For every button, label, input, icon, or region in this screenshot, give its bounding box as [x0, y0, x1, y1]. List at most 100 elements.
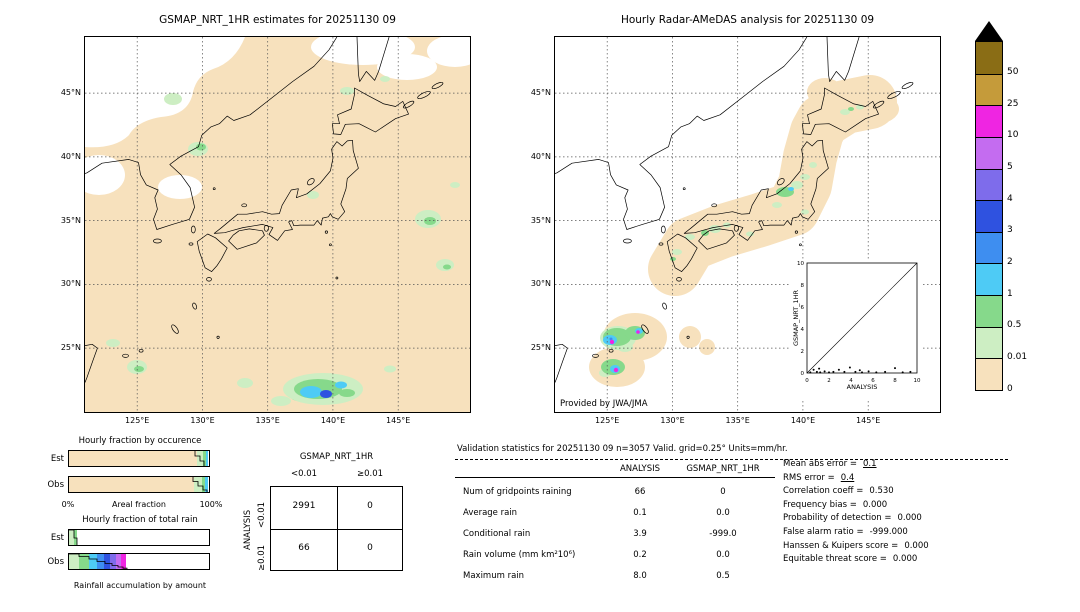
inset-tick-label: 4 [801, 327, 805, 333]
colorbar-tick-label: 3 [1007, 225, 1013, 236]
score-line: Hanssen & Kuipers score = 0.000 [783, 541, 1013, 555]
score-value: 0.000 [904, 540, 929, 551]
bar-segment [69, 477, 195, 492]
occurrence-est-label: Est [50, 454, 64, 464]
inset-scatter-point [894, 367, 896, 370]
bar-segment [73, 530, 77, 545]
occurrence-est-bar [68, 450, 210, 467]
lon-tick-label: 135°E [725, 416, 750, 425]
inset-x-tick-labels: 0 2 4 6 8 10 [805, 378, 921, 384]
inset-scatter-point [858, 369, 861, 372]
inset-tick-label: 8 [801, 283, 805, 289]
contingency-row-header: ANALYSIS [243, 509, 253, 550]
lat-lon-gridlines [85, 37, 470, 412]
stats-gsmap-value: 0.0 [716, 508, 730, 518]
stats-title: Validation statistics for 20251130 09 n=… [457, 444, 788, 454]
shikoku-coastline [228, 228, 265, 250]
score-line: RMS error = 0.4 [783, 473, 1013, 487]
score-line: Frequency bias = 0.000 [783, 500, 1013, 514]
contingency-value-11: 0 [367, 543, 373, 553]
lon-tick-label: 135°E [255, 416, 280, 425]
inset-diagonal-line [806, 262, 918, 374]
stats-gsmap-value: 0.0 [716, 550, 730, 560]
inset-tick-label: 6 [871, 378, 875, 384]
occurrence-obs-label: Obs [47, 480, 64, 490]
stats-gsmap-value: -999.0 [709, 529, 737, 539]
inset-scatter-point [815, 370, 818, 373]
colorbar-tick-label: 25 [1007, 98, 1019, 109]
score-label: Mean abs error = [783, 459, 857, 469]
inset-scatter-point [832, 370, 835, 373]
inset-tick-label: 6 [801, 305, 805, 311]
contingency-grid [270, 486, 403, 571]
continent-coastline [85, 37, 338, 230]
score-line: Probability of detection = 0.000 [783, 513, 1013, 527]
contingency-row-label-ge: ≥0.01 [257, 544, 267, 571]
contingency-value-01: 0 [367, 501, 373, 511]
colorbar-cell [976, 326, 1002, 359]
score-value: 0.000 [897, 513, 922, 524]
bar-segment [110, 554, 116, 569]
colorbar-tick-label: 4 [1007, 193, 1013, 204]
lon-tick-label: 140°E [320, 416, 346, 425]
colorbar-tick-label: 1 [1007, 288, 1013, 299]
inset-scatter-point [809, 371, 812, 374]
score-label: False alarm ratio = [783, 526, 864, 537]
bar-segment [206, 451, 208, 466]
total-rain-est-bar [68, 529, 210, 546]
colorbar-tick-label: 0 [1007, 383, 1013, 394]
lat-tick-label: 25°N [530, 343, 551, 353]
lat-tick-label: 30°N [530, 279, 551, 289]
stats-row-label: Average rain [463, 508, 518, 518]
radar-analysis-map: Provided by JWA/JMA 0 2 4 6 8 10 0 2 4 6 8 10 ANAL… [554, 36, 941, 413]
stats-analysis-value: 66 [634, 487, 646, 497]
inset-scatter-point [818, 367, 821, 370]
lat-tick-label: 25°N [60, 343, 81, 353]
contingency-grid-vline [337, 487, 338, 570]
stats-row-label: Conditional rain [463, 529, 531, 539]
right-map-title: Hourly Radar-AMeDAS analysis for 2025113… [620, 14, 875, 26]
left-map-title: GSMAP_NRT_1HR estimates for 20251130 09 [159, 14, 396, 26]
gsmap-estimate-map [84, 36, 471, 413]
stats-col-gsmap: GSMAP_NRT_1HR [686, 464, 760, 474]
bar-segment [120, 554, 126, 569]
inset-scatter-point [909, 370, 912, 373]
lon-tick-label: 125°E [125, 416, 150, 425]
score-label: Hanssen & Kuipers score = [783, 540, 899, 551]
stats-row-label: Num of gridpoints raining [463, 487, 572, 497]
stats-rows: Num of gridpoints raining 66 0 Average rain… [455, 444, 1015, 609]
colorbar-cell [976, 231, 1002, 264]
inset-scatter-point [828, 371, 830, 374]
colorbar-over-range-triangle [975, 21, 1003, 41]
bar-segment [69, 530, 74, 545]
contingency-value-10: 66 [298, 543, 310, 553]
inset-tick-label: 0 [805, 378, 809, 384]
inset-y-axis-label: GSMAP_NRT_1HR [792, 289, 800, 346]
inset-scatter-point [884, 370, 887, 373]
bar-segment [69, 451, 198, 466]
stats-scores: Mean abs error = 0.1 RMS error = 0.4 Correla… [783, 459, 1013, 568]
colorbar-cell [976, 73, 1002, 106]
inset-x-axis-label: ANALYSIS [847, 383, 878, 391]
contingency-col-label-ge: ≥0.01 [356, 469, 384, 479]
stats-analysis-value: 0.1 [633, 508, 647, 518]
contingency-grid-hline [271, 529, 402, 530]
bar-segment [205, 477, 208, 492]
lat-tick-label: 40°N [530, 151, 551, 161]
total-obs-steps [69, 554, 128, 569]
colorbar-tick-label: 2 [1007, 256, 1013, 267]
inset-tick-label: 2 [801, 349, 805, 355]
colorbar-cell [976, 168, 1002, 201]
stats-header-underline [455, 477, 775, 478]
inset-scatter-point [837, 368, 840, 371]
colorbar-tick-label: 10 [1007, 130, 1019, 141]
inset-scatter-point [819, 371, 822, 374]
inset-scatter-point [875, 371, 878, 374]
colorbar-cell [976, 358, 1002, 390]
score-value: -999.000 [869, 526, 908, 537]
stats-row-label: Rain volume (mm km²10⁶) [463, 550, 576, 560]
score-value: 0.1 [863, 459, 877, 469]
lat-tick-label: 45°N [530, 88, 551, 98]
inset-tick-label: 2 [827, 378, 831, 384]
lat-tick-label: 35°N [530, 215, 551, 225]
